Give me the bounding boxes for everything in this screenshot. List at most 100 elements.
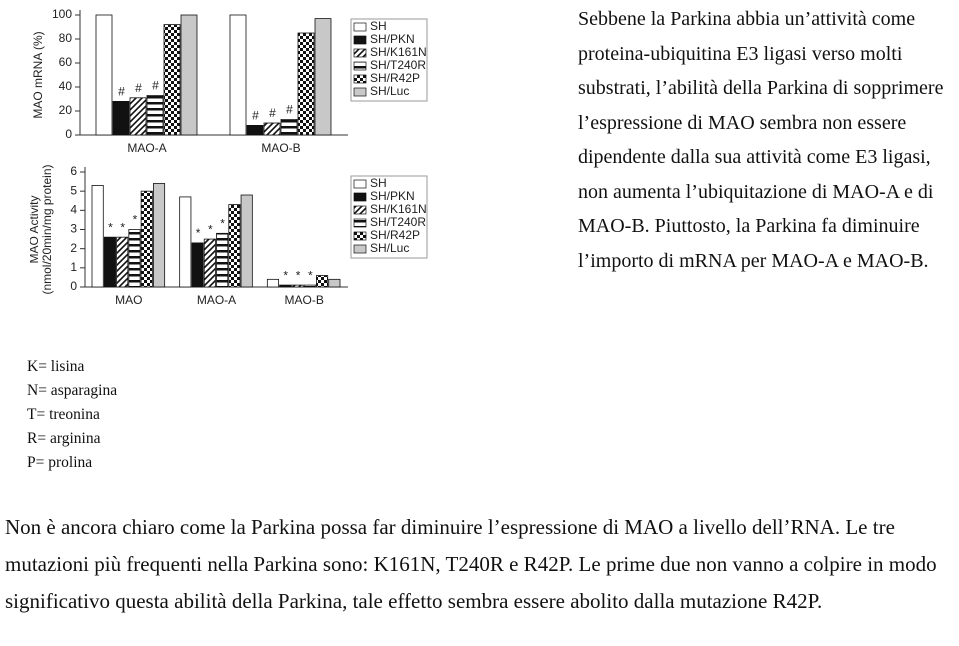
y-tick-label: 0 bbox=[70, 279, 77, 293]
legend-swatch bbox=[353, 205, 367, 215]
bar bbox=[163, 24, 181, 136]
y-tick-label: 60 bbox=[59, 55, 73, 69]
significance-mark: * bbox=[308, 268, 313, 282]
y-tick-label: 40 bbox=[59, 79, 73, 93]
legend-label: SH/Luc bbox=[370, 84, 409, 98]
x-tick-label: MAO-A bbox=[197, 293, 236, 307]
y-tick-label: 4 bbox=[70, 203, 77, 217]
legend-swatch bbox=[353, 74, 367, 84]
y-axis-title: (nmol/20min/mg protein) bbox=[40, 164, 54, 294]
legend-label: SH/Luc bbox=[370, 241, 409, 255]
legend-swatch bbox=[353, 87, 367, 97]
side-text: Sebbene la Parkina abbia un’attività com… bbox=[578, 8, 944, 272]
bar bbox=[128, 229, 141, 288]
y-axis-title: MAO mRNA (%) bbox=[31, 31, 45, 118]
bar bbox=[180, 14, 198, 136]
significance-mark: * bbox=[133, 213, 138, 227]
activity-chart: 0 1 2 3 4 5 6 MAO Activity (nmol/20min/mg protei… bbox=[30, 164, 428, 307]
legend-label: SH/K161N bbox=[370, 45, 427, 59]
significance-mark: * bbox=[108, 220, 113, 234]
legend-swatch bbox=[353, 244, 367, 254]
legend-swatch bbox=[353, 22, 367, 32]
bar bbox=[246, 125, 264, 136]
bar bbox=[146, 95, 164, 136]
legend-label: SH bbox=[370, 176, 387, 190]
bar bbox=[91, 185, 104, 288]
bar bbox=[279, 284, 292, 288]
y-tick-label: 100 bbox=[52, 7, 72, 21]
legend-swatch bbox=[353, 231, 367, 241]
y-tick-label: 5 bbox=[70, 183, 77, 197]
significance-mark: # bbox=[135, 81, 142, 95]
y-axis-title: MAO Activity bbox=[30, 195, 41, 263]
legend-label: SH/K161N bbox=[370, 202, 427, 216]
bar bbox=[280, 119, 298, 136]
significance-mark: * bbox=[296, 268, 301, 282]
legend-box bbox=[350, 18, 428, 102]
legend-swatch bbox=[353, 218, 367, 228]
note: P= prolina bbox=[27, 454, 93, 471]
legend-label: SH/T240R bbox=[370, 58, 426, 72]
x-tick-label: MAO-B bbox=[284, 293, 323, 307]
bar bbox=[129, 97, 147, 136]
bottom-text: Non è ancora chiaro come la Parkina poss… bbox=[5, 515, 937, 613]
bar bbox=[240, 194, 253, 288]
y-tick-label: 2 bbox=[70, 241, 77, 255]
bar bbox=[116, 236, 129, 288]
x-tick-label: MAO-B bbox=[261, 141, 300, 155]
bar bbox=[216, 232, 229, 288]
bar bbox=[112, 101, 130, 136]
x-tick-label: MAO-A bbox=[127, 141, 166, 155]
legend-swatch bbox=[353, 192, 367, 202]
bar bbox=[191, 242, 204, 288]
legend-label: SH/T240R bbox=[370, 215, 426, 229]
legend-box bbox=[350, 175, 428, 259]
legend-label: SH/R42P bbox=[370, 228, 420, 242]
note: R= arginina bbox=[27, 430, 101, 447]
significance-mark: # bbox=[252, 109, 259, 123]
legend-label: SH/PKN bbox=[370, 189, 415, 203]
abbreviation-notes: K= lisina N= asparagina T= treonina R= argi… bbox=[27, 355, 117, 475]
y-tick-label: 0 bbox=[65, 127, 72, 141]
significance-mark: # bbox=[118, 85, 125, 99]
significance-mark: * bbox=[220, 217, 225, 231]
bar bbox=[103, 236, 116, 288]
y-tick-label: 80 bbox=[59, 31, 73, 45]
bar bbox=[316, 275, 329, 288]
significance-mark: * bbox=[283, 268, 288, 282]
bar bbox=[297, 32, 315, 136]
significance-mark: # bbox=[269, 106, 276, 120]
mrna-chart: 0 20 40 60 80 100 MAO mRNA (%) MAO-A # # # MAO-B # # #… bbox=[31, 7, 428, 155]
significance-mark: * bbox=[208, 222, 213, 236]
legend-label: SH bbox=[370, 19, 387, 33]
note: K= lisina bbox=[27, 358, 85, 375]
legend-swatch bbox=[353, 179, 367, 189]
bar bbox=[266, 278, 280, 288]
significance-mark: * bbox=[196, 226, 201, 240]
y-tick-label: 3 bbox=[70, 222, 77, 236]
significance-mark: # bbox=[286, 103, 293, 117]
bar bbox=[263, 122, 281, 136]
bar bbox=[152, 183, 166, 288]
bar bbox=[228, 204, 241, 288]
significance-mark: # bbox=[152, 79, 159, 93]
bar bbox=[328, 278, 341, 288]
y-tick-label: 1 bbox=[70, 260, 77, 274]
note: N= asparagina bbox=[27, 382, 118, 399]
legend-label: SH/R42P bbox=[370, 71, 420, 85]
legend-swatch bbox=[353, 61, 367, 71]
y-tick-label: 20 bbox=[59, 103, 73, 117]
bar bbox=[314, 18, 332, 136]
bar bbox=[179, 196, 192, 288]
note: T= treonina bbox=[27, 406, 100, 423]
bar bbox=[303, 284, 316, 288]
bar bbox=[140, 190, 153, 288]
bar bbox=[95, 14, 113, 136]
legend-label: SH/PKN bbox=[370, 32, 415, 46]
y-tick-label: 6 bbox=[70, 164, 77, 178]
legend-swatch bbox=[353, 48, 367, 58]
legend-swatch bbox=[353, 35, 367, 45]
bar bbox=[203, 238, 216, 288]
bar bbox=[291, 284, 304, 288]
